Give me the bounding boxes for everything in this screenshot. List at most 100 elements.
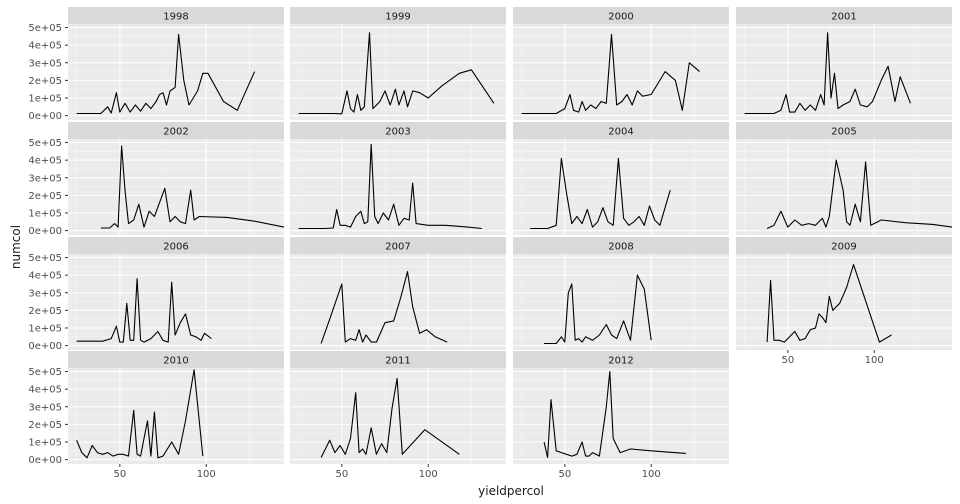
y-tick-label: 3e+05 [28,402,62,413]
series-line-2001 [744,32,912,115]
gridlines [68,254,284,350]
axes: 0e+00 1e+05 2e+05 3e+05 4e+05 5e+05 0e+00 1e+05… [28,23,883,480]
facet-panel-2008: 2008 [513,237,729,350]
facet-panel-2001: 2001 [736,7,952,120]
panel-background [736,24,952,120]
facet-strip [290,122,506,139]
facet-panel-2012: 2012 [513,351,729,464]
gridlines [68,368,284,464]
facet-strip-label: 2002 [163,127,188,138]
facet-panel-1998: 1998 [68,7,284,120]
facet-strip-label: 2010 [163,356,188,367]
facet-strip [513,122,729,139]
series-line-2002 [100,145,285,229]
series-line-2010 [76,369,204,459]
gridlines [290,139,506,235]
facet-strip-label: 2008 [608,242,633,253]
facet-strip-label: 2005 [831,127,856,138]
series-line-2012 [543,370,686,459]
series-line-2011 [320,378,460,458]
facet-panel-2011: 2011 [290,351,506,464]
facet-strip [290,237,506,254]
panel-background [68,139,284,235]
gridlines [68,139,284,235]
facet-strip-label: 2000 [608,12,633,23]
gridlines [736,139,952,235]
facet-strip-label: 2003 [385,127,410,138]
gridlines [513,254,729,350]
facet-panel-2003: 2003 [290,122,506,235]
y-tick-label: 2e+05 [28,420,62,431]
panel-background [736,254,952,350]
facet-panel-2009: 2009 [736,237,952,350]
panel-background [736,139,952,235]
facet-strip-label: 1998 [163,12,188,23]
panel-background [290,24,506,120]
facet-strip-label: 2009 [831,242,856,253]
x-tick-label: 100 [642,469,661,480]
series-line-2008 [544,274,652,345]
facet-panel-2010: 2010 [68,351,284,464]
y-tick-label: 3e+05 [28,173,62,184]
facet-strip-label: 2012 [608,356,633,367]
facet-panel-2006: 2006 [68,237,284,350]
facet-strip-label: 2007 [385,242,410,253]
series-line-2005 [766,159,953,229]
y-tick-label: 4e+05 [28,271,62,282]
facet-strip [290,7,506,24]
y-tick-label: 1e+05 [28,437,62,448]
series-line-2004 [530,157,671,230]
facet-panels: 1998 1999 2000 2001 2002 2003 2004 2005 2006 2007… [68,7,953,464]
y-tick-label: 5e+05 [28,138,62,149]
facet-strip-label: 2004 [608,127,633,138]
panel-background [513,368,729,464]
gridlines [513,139,729,235]
series-line-2003 [298,143,482,230]
facet-panel-1999: 1999 [290,7,506,120]
facet-strip [513,7,729,24]
x-tick-label: 100 [419,469,438,480]
y-axis-title: numcol [9,225,23,269]
facet-strip-label: 1999 [385,12,410,23]
facet-strip [68,351,284,368]
panel-background [68,368,284,464]
gridlines [290,254,506,350]
x-tick-label: 100 [865,355,884,366]
gridlines [290,24,506,120]
y-tick-label: 2e+05 [28,306,62,317]
y-tick-label: 0e+00 [28,111,62,122]
facet-panel-2004: 2004 [513,122,729,235]
series-line-2009 [766,264,892,343]
y-tick-label: 4e+05 [28,41,62,52]
panel-background [290,368,506,464]
facet-strip [68,7,284,24]
y-tick-label: 3e+05 [28,288,62,299]
y-tick-label: 2e+05 [28,191,62,202]
panel-background [68,254,284,350]
facet-panel-2000: 2000 [513,7,729,120]
series-line-1999 [298,32,495,115]
y-tick-label: 1e+05 [28,93,62,104]
facet-strip [290,351,506,368]
panel-background [290,254,506,350]
facet-strip [736,237,952,254]
x-tick-label: 50 [335,469,348,480]
y-tick-label: 3e+05 [28,58,62,69]
gridlines [290,368,506,464]
panel-background [290,139,506,235]
y-tick-label: 0e+00 [28,455,62,466]
facet-strip [736,7,952,24]
x-tick-label: 50 [558,469,571,480]
facet-strip [68,122,284,139]
facet-strip [513,237,729,254]
facet-panel-2005: 2005 [736,122,953,235]
x-axis-title: yieldpercol [478,484,544,498]
y-tick-label: 4e+05 [28,156,62,167]
facet-strip [736,122,952,139]
y-tick-label: 5e+05 [28,23,62,34]
facet-strip [513,351,729,368]
x-tick-label: 100 [197,469,216,480]
y-tick-label: 0e+00 [28,341,62,352]
facet-strip-label: 2011 [385,356,410,367]
